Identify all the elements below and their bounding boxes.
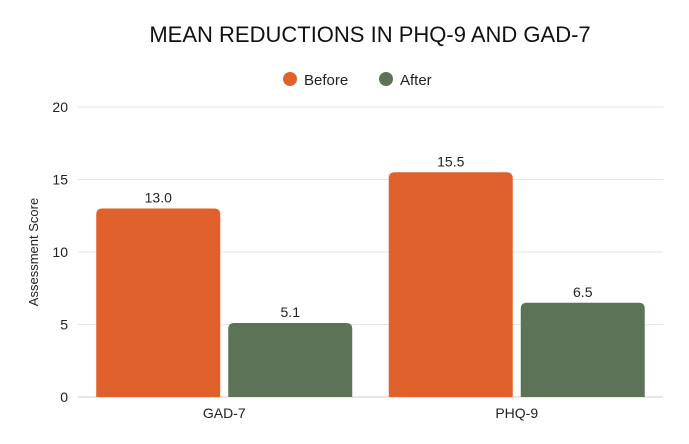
- data-labels: 13.0 5.1 15.5 6.5: [145, 153, 593, 320]
- bar-before-gad-7: [96, 208, 221, 397]
- bar-after-gad-7: [228, 323, 353, 397]
- y-tick-label: 10: [52, 244, 68, 260]
- data-label: 5.1: [281, 304, 301, 320]
- legend: Before After: [283, 72, 432, 89]
- y-tick-label: 20: [52, 99, 68, 115]
- bar-after-phq-9: [520, 302, 645, 397]
- y-tick-label: 0: [60, 389, 68, 405]
- x-tick-label: GAD-7: [203, 405, 246, 421]
- legend-marker: [283, 72, 297, 86]
- data-label: 6.5: [573, 284, 593, 300]
- x-axis-ticks: GAD-7 PHQ-9: [203, 405, 539, 421]
- x-tick-label: PHQ-9: [495, 405, 538, 421]
- bar-before-phq-9: [388, 172, 513, 397]
- y-tick-label: 15: [52, 172, 68, 188]
- data-label: 15.5: [437, 153, 464, 169]
- y-axis-ticks: 0 5 10 15 20: [52, 99, 68, 405]
- data-label: 13.0: [145, 190, 172, 206]
- y-axis-label: Assessment Score: [26, 198, 41, 306]
- bars: [96, 172, 645, 397]
- y-tick-label: 5: [60, 317, 68, 333]
- legend-label: After: [400, 72, 432, 89]
- legend-label: Before: [304, 72, 348, 89]
- legend-marker: [379, 72, 393, 86]
- chart-title: MEAN REDUCTIONS IN PHQ-9 AND GAD-7: [149, 22, 590, 47]
